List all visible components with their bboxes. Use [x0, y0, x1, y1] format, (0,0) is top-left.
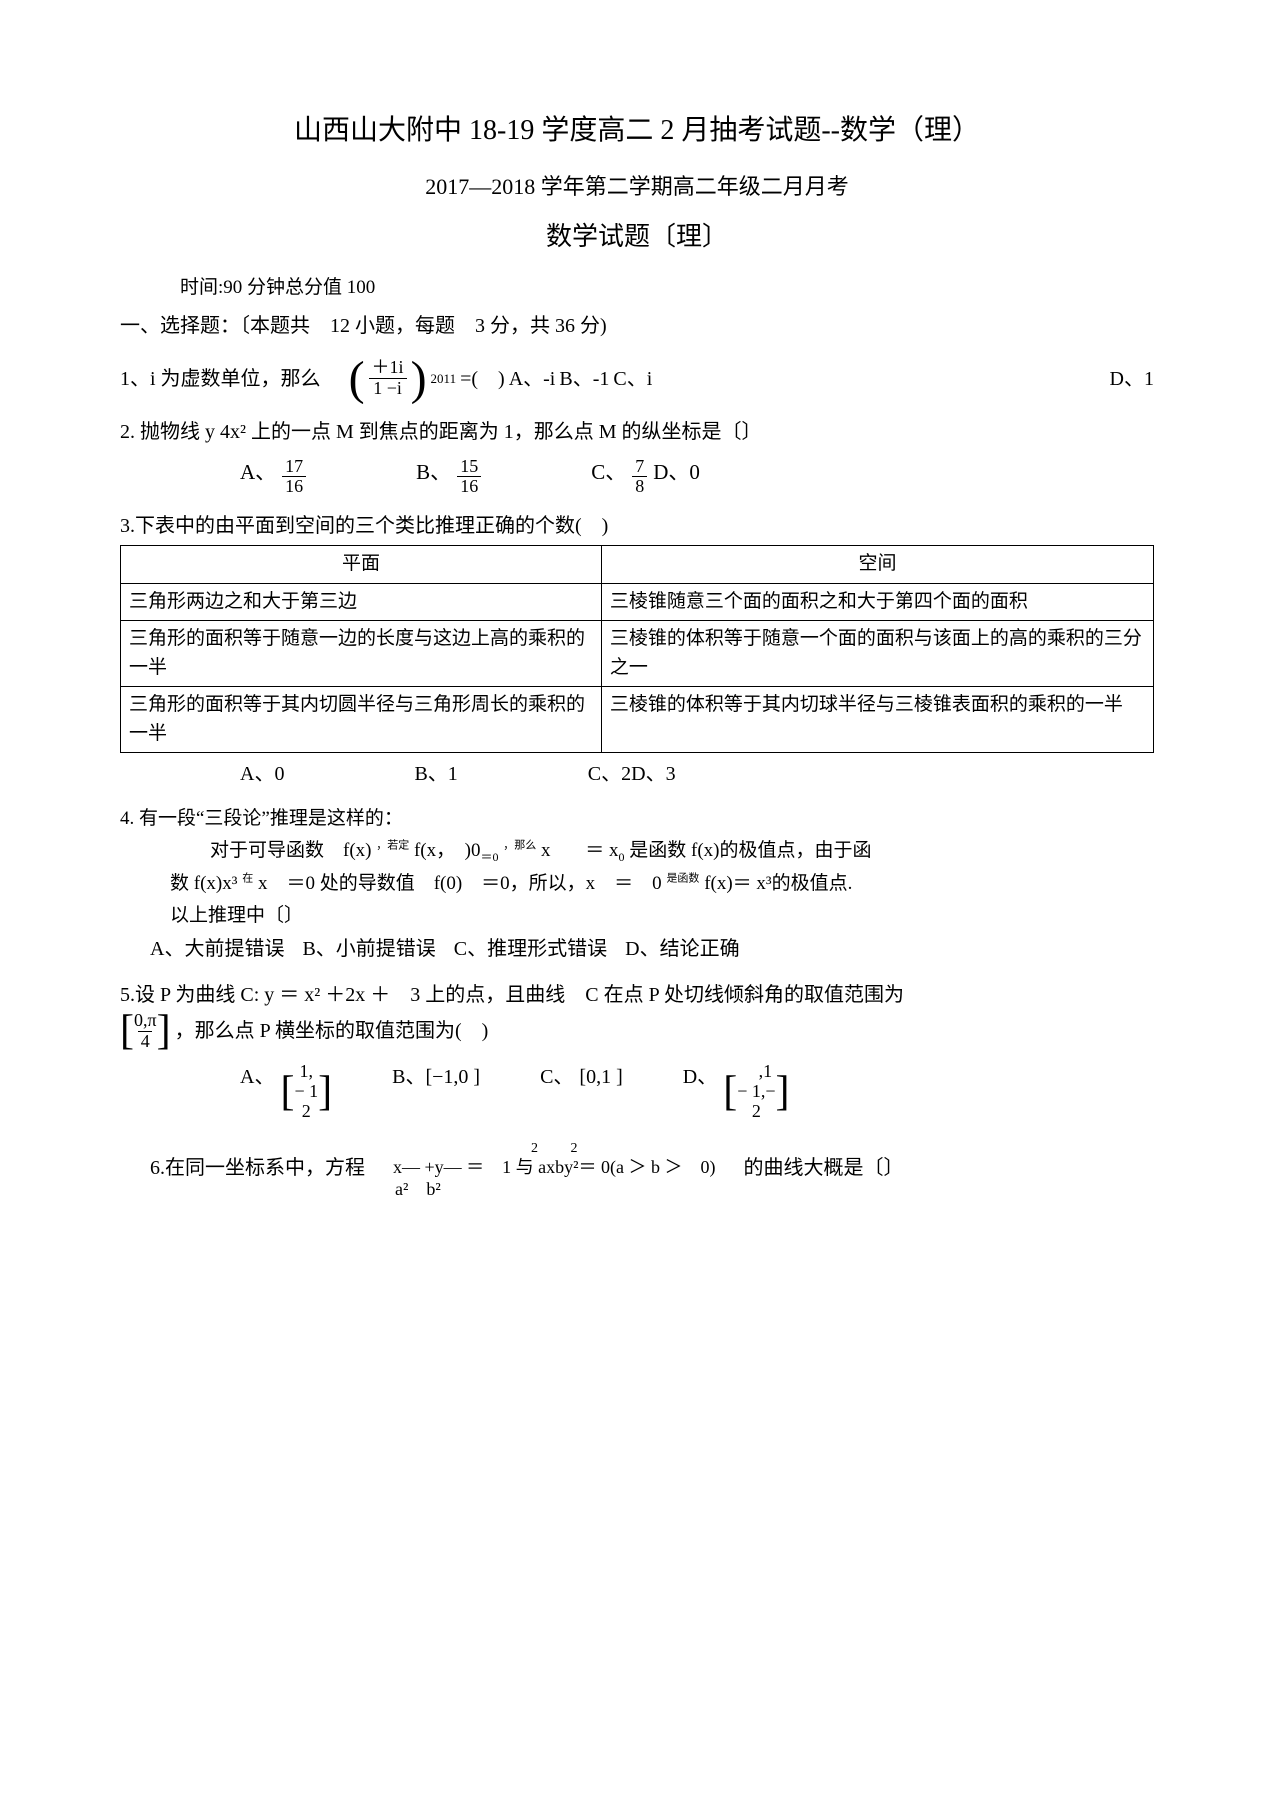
- q6-stem-b: 的曲线大概是〔〕: [744, 1153, 904, 1183]
- q3-table: 平面 空间 三角形两边之和大于第三边 三棱锥随意三个面的面积之和大于第四个面的面…: [120, 545, 1154, 753]
- q5-oD-mid: − 1,−: [737, 1082, 775, 1102]
- q4-oD: D、结论正确: [625, 932, 739, 966]
- q1-frac-num: ＋1i: [369, 358, 407, 379]
- q3-oB: B、1: [414, 759, 457, 789]
- q4-anno2: ，那么: [503, 840, 536, 852]
- q2-oD: D、0: [653, 457, 700, 489]
- q2-oB-num: 15: [457, 457, 481, 478]
- q4-l2c: x ＝0 处的导数值 f(0) ＝0，所以，x ＝ 0: [258, 873, 662, 894]
- q2-oA-label: A、: [240, 457, 276, 489]
- q5-oC: [0,1 ]: [579, 1062, 622, 1092]
- q4-l1a: 对于可导函数 f(x): [210, 840, 371, 861]
- title-subject: 数学试题〔理〕: [120, 217, 1154, 256]
- q2-oC-num: 7: [632, 457, 647, 478]
- q6-mid: x— +y— ＝ 1 与 axby²＝ 0(a ＞ b ＞ 0): [393, 1157, 716, 1179]
- q5-range-bot: 4: [141, 1032, 150, 1052]
- q1-exponent: 2011: [431, 369, 457, 389]
- question-6: 6.在同一坐标系中，方程 2 2 x— +y— ＝ 1 与 axby²＝ 0(a…: [150, 1136, 1154, 1201]
- q3-r1c2: 三棱锥随意三个面的面积之和大于第四个面的面积: [601, 583, 1153, 621]
- q3-oC: C、2: [588, 763, 631, 785]
- q3-r2c1: 三角形的面积等于随意一边的长度与这边上高的乘积的一半: [121, 621, 602, 687]
- question-3: 3.下表中的由平面到空间的三个类比推理正确的个数( ) 平面 空间 三角形两边之…: [120, 511, 1154, 789]
- q4-l3: 以上推理中〔〕: [170, 900, 1154, 932]
- q5-stem2: ，那么点 P 横坐标的取值范围为( ): [175, 1016, 489, 1046]
- q2-oC-label: C、: [591, 457, 626, 489]
- q5-oA-top: 1,: [300, 1062, 314, 1082]
- q4-l1e: 是函数 f(x)的极值点，由于函: [629, 840, 871, 861]
- q6-top1: 2: [531, 1141, 538, 1156]
- question-4: 4. 有一段“三段论”推理是这样的： 对于可导函数 f(x) ，若定 f(x， …: [120, 803, 1154, 966]
- q5-oA-label: A、: [240, 1062, 274, 1092]
- q4-l2b: 在: [242, 872, 253, 884]
- q2-oB-den: 16: [457, 477, 481, 497]
- q3-r3c2: 三棱锥的体积等于其内切球半径与三棱锥表面积的乘积的一半: [601, 687, 1153, 753]
- question-5: 5.设 P 为曲线 C: y ＝ x² ＋2x ＋ 3 上的点，且曲线 C 在点…: [120, 980, 1154, 1121]
- q4-l1b: f(x， )0: [414, 840, 480, 861]
- q4-oB: B、小前提错误: [302, 932, 435, 966]
- q4-l1d: ＝ x: [585, 840, 618, 861]
- q1-option-c: C、i: [613, 364, 652, 394]
- q6-bot: a² b²: [395, 1179, 441, 1201]
- question-1: 1、i 为虚数单位，那么 ( ＋1i 1 −i ) 2011 =( ) A、-i…: [120, 355, 1154, 403]
- q4-oC: C、推理形式错误: [454, 932, 607, 966]
- q1-option-b: B、-1: [559, 364, 609, 394]
- title-main: 山西山大附中 18-19 学度高二 2 月抽考试题--数学（理）: [120, 110, 1154, 152]
- q4-l2pre: 数: [170, 873, 189, 894]
- q5-oB: B、[−1,0 ]: [392, 1062, 480, 1092]
- q3-oD: D、3: [631, 763, 675, 785]
- q4-oA: A、大前提错误: [150, 932, 284, 966]
- q1-option-d: D、1: [1110, 364, 1154, 394]
- q3-r3c1: 三角形的面积等于其内切圆半径与三角形周长的乘积的一半: [121, 687, 602, 753]
- time-info: 时间:90 分钟总分值 100: [180, 274, 1154, 303]
- q5-oD-top: ,1: [741, 1062, 773, 1082]
- q2-oA-den: 16: [282, 477, 306, 497]
- q5-oA-bot: 2: [302, 1102, 311, 1122]
- q1-option-a: A、-i: [509, 364, 556, 394]
- q4-l2e: f(x)＝ x³的极值点.: [704, 873, 852, 894]
- q3-th1: 平面: [121, 546, 602, 584]
- q4-l1c: x: [541, 840, 551, 861]
- question-2: 2. 抛物线 y 4x² 上的一点 M 到焦点的距离为 1，那么点 M 的纵坐标…: [120, 417, 1154, 498]
- q5-oD-label: D、: [683, 1062, 717, 1092]
- q2-oB-label: B、: [416, 457, 451, 489]
- q4-anno1: ，若定: [376, 840, 409, 852]
- q4-l2a: f(x)x³: [194, 873, 238, 894]
- q3-r1c1: 三角形两边之和大于第三边: [121, 583, 602, 621]
- q2-oC-den: 8: [632, 477, 647, 497]
- q5-range-top: 0,π: [134, 1011, 157, 1031]
- q5-oD-bot: 2: [752, 1102, 761, 1122]
- q3-r2c2: 三棱锥的体积等于随意一个面的面积与该面上的高的乘积的三分之一: [601, 621, 1153, 687]
- q3-stem: 3.下表中的由平面到空间的三个类比推理正确的个数( ): [120, 511, 1154, 541]
- q4-l2d: 是函数: [666, 872, 699, 884]
- q5-oC-label: C、: [540, 1062, 573, 1092]
- q5-stem: 5.设 P 为曲线 C: y ＝ x² ＋2x ＋ 3 上的点，且曲线 C 在点…: [120, 980, 1154, 1010]
- section-header: 一、选择题：〔本题共 12 小题，每题 3 分，共 36 分): [120, 311, 1154, 341]
- q6-stem-a: 6.在同一坐标系中，方程: [150, 1153, 365, 1183]
- title-sub: 2017—2018 学年第二学期高二年级二月月考: [120, 170, 1154, 203]
- q1-eq: =( ): [460, 364, 505, 394]
- q2-stem: 2. 抛物线 y 4x² 上的一点 M 到焦点的距离为 1，那么点 M 的纵坐标…: [120, 417, 1154, 447]
- q4-stem: 4. 有一段“三段论”推理是这样的：: [120, 803, 1154, 835]
- q2-oA-num: 17: [282, 457, 306, 478]
- q1-frac-den: 1 −i: [370, 379, 405, 399]
- q3-oA: A、0: [240, 759, 284, 789]
- q5-oA-mid: − 1: [294, 1082, 318, 1102]
- q6-top2: 2: [571, 1141, 578, 1156]
- q1-stem: 1、i 为虚数单位，那么: [120, 364, 321, 394]
- q3-th2: 空间: [601, 546, 1153, 584]
